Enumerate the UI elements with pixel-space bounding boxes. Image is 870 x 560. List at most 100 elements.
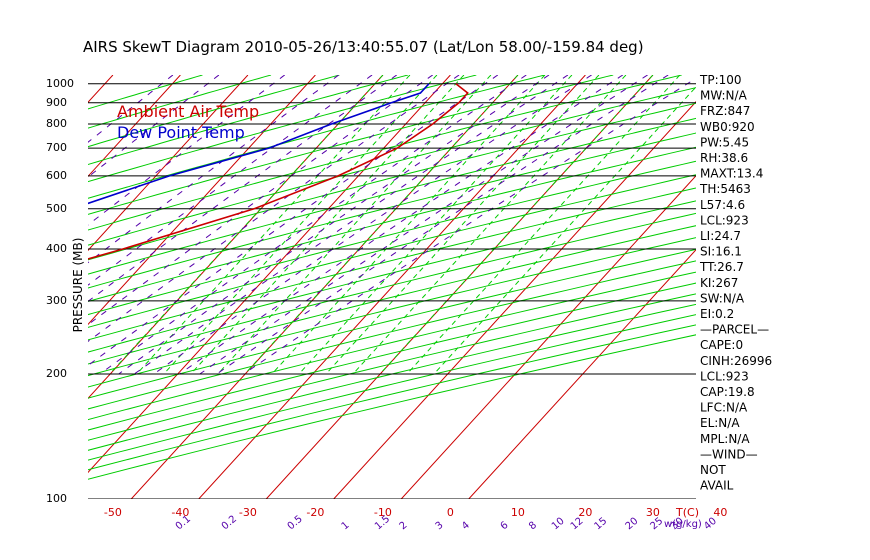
index-item: LFC:N/A xyxy=(700,401,748,415)
mixing-ratio-lines xyxy=(88,75,696,375)
moist-adiabat-line xyxy=(433,86,696,375)
pressure-tick-label: 900 xyxy=(46,96,67,109)
dry-adiabat-line xyxy=(88,303,696,451)
index-item: SW:N/A xyxy=(700,291,745,305)
bottom-temp-tick-label: -40 xyxy=(171,506,189,519)
mixing-ratio-tick-label: 0.2 xyxy=(220,514,239,533)
dry-adiabat-line xyxy=(88,117,696,275)
bottom-temp-tick-label: -30 xyxy=(239,506,257,519)
dry-adiabat-line xyxy=(88,293,696,441)
isotherm-line xyxy=(88,75,114,104)
mixing-ratio-tick-label: 10 xyxy=(550,516,567,533)
mixing-ratio-line xyxy=(88,75,499,367)
dry-adiabats xyxy=(88,75,696,480)
mixing-ratio-line xyxy=(88,75,285,226)
dry-adiabat-line xyxy=(88,75,682,231)
index-item: CINH:26996 xyxy=(700,354,772,368)
mixing-ratio-line xyxy=(99,75,527,375)
isotherm-line xyxy=(88,75,451,474)
mixing-ratio-line xyxy=(88,75,397,302)
dry-adiabat-line xyxy=(88,248,696,399)
bottom-temp-tick-label: 20 xyxy=(578,506,592,519)
legend-ambient-air-temp: Ambient Air Temp xyxy=(117,102,259,121)
dry-adiabat-line xyxy=(88,271,696,421)
mixing-ratio-line xyxy=(88,75,339,264)
dry-adiabat-line xyxy=(88,212,696,365)
isotherm-line xyxy=(88,75,181,178)
pressure-axis: 100 200 300 400 500 600 700 800 900 1000 xyxy=(46,77,74,505)
index-item: TT:26.7 xyxy=(699,260,744,274)
dry-adiabat-line xyxy=(88,87,696,246)
index-item: TH:5463 xyxy=(699,182,751,196)
pressure-tick-label: 200 xyxy=(46,367,67,380)
isotherm-line xyxy=(400,175,696,499)
dew-point-temp-line xyxy=(88,83,430,205)
bottom-temp-tick-label: 30 xyxy=(646,506,660,519)
dry-adiabat-line xyxy=(88,225,696,377)
isotherm-line xyxy=(265,75,654,499)
moist-adiabat-line xyxy=(352,75,627,375)
bottom-temp-tick-label: -20 xyxy=(306,506,324,519)
plot-area xyxy=(0,75,696,499)
index-item: SI:16.1 xyxy=(700,245,742,259)
dry-adiabat-line xyxy=(88,314,696,461)
bottom-temp-axis: -50 -40 -30 -20 -10 0 10 20 30 40 xyxy=(104,506,727,519)
mixing-ratio-tick-label: 6 xyxy=(499,520,511,533)
index-item: AVAIL xyxy=(700,479,734,493)
mixing-ratio-tick-label: 20 xyxy=(624,516,641,533)
moist-adiabats xyxy=(109,75,696,375)
pressure-tick-label: 700 xyxy=(46,141,67,154)
index-item: L57:4.6 xyxy=(700,198,745,212)
isotherm-line xyxy=(333,101,696,499)
bottom-temp-tick-label: -50 xyxy=(104,506,122,519)
mixing-ratio-tick-label: 8 xyxy=(527,520,539,533)
dry-adiabat-line xyxy=(88,200,696,353)
series-lines xyxy=(88,83,469,260)
index-item: —WIND— xyxy=(700,447,758,461)
pressure-tick-label: 400 xyxy=(46,242,67,255)
mixing-ratio-tick-label: 15 xyxy=(592,516,609,533)
index-item: LI:24.7 xyxy=(700,229,741,243)
index-item: EL:N/A xyxy=(700,416,740,430)
index-item: MPL:N/A xyxy=(700,432,750,446)
isotherm-line xyxy=(88,75,316,326)
pressure-tick-label: 800 xyxy=(46,117,67,130)
ambient-air-temp-line xyxy=(88,83,469,260)
moist-adiabat-line xyxy=(379,75,654,375)
mixing-ratio-line xyxy=(179,75,624,375)
index-item: CAPE:0 xyxy=(700,338,743,352)
mixing-unit-label: w(g/kg) xyxy=(664,519,702,530)
isobars xyxy=(88,83,696,499)
mixing-ratio-line xyxy=(199,75,648,375)
bottom-temp-tick-label: 40 xyxy=(713,506,727,519)
dry-adiabat-line xyxy=(88,160,696,316)
mixing-ratio-tick-label: 2 xyxy=(398,520,410,533)
index-item: TP:100 xyxy=(699,73,742,87)
dry-adiabat-line xyxy=(88,75,614,215)
moist-adiabat-line xyxy=(136,75,411,375)
mixing-ratio-line xyxy=(88,75,174,143)
mixing-ratio-line xyxy=(243,77,696,375)
pressure-tick-label: 600 xyxy=(46,169,67,182)
isotherm-line xyxy=(88,75,249,252)
index-item: NOT xyxy=(700,463,726,477)
pressure-tick-label: 500 xyxy=(46,202,67,215)
chart-title: AIRS SkewT Diagram 2010-05-26/13:40:55.0… xyxy=(83,38,644,56)
bottom-temp-tick-label: 0 xyxy=(447,506,454,519)
mixing-ratio-line xyxy=(88,75,220,178)
mixing-ratio-tick-label: 1 xyxy=(340,520,352,533)
moist-adiabat-line xyxy=(217,75,492,375)
isotherm-line xyxy=(0,75,45,499)
isotherm-line xyxy=(130,75,519,499)
index-item: MAXT:13.4 xyxy=(700,167,763,181)
dry-adiabat-line xyxy=(88,75,409,165)
moist-adiabat-line xyxy=(163,75,438,375)
index-item: FRZ:847 xyxy=(700,104,750,118)
index-item: RH:38.6 xyxy=(700,151,748,165)
index-item: PW:5.45 xyxy=(700,135,749,149)
pressure-tick-label: 1000 xyxy=(46,77,74,90)
mixing-ratio-tick-label: 4 xyxy=(460,520,472,533)
mixing-ratio-line xyxy=(216,75,669,375)
dry-adiabat-line xyxy=(88,102,696,261)
